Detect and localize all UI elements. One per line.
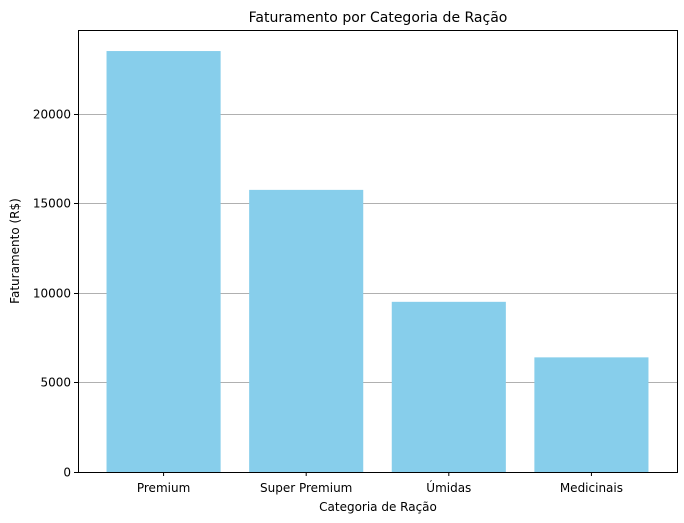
x-tick-label: Úmidas xyxy=(426,480,471,495)
plot-frame xyxy=(78,30,678,473)
y-tick-label: 0 xyxy=(63,466,71,480)
y-axis-label: Faturamento (R$) xyxy=(8,198,22,304)
x-axis-label: Categoria de Ração xyxy=(319,500,437,514)
x-axis-ticks: Premium Super Premium Úmidas Medicinais xyxy=(137,472,623,495)
y-tick-label: 20000 xyxy=(33,108,71,122)
x-tick-label: Premium xyxy=(137,481,190,495)
y-tick-label: 15000 xyxy=(33,197,71,211)
y-tick-label: 10000 xyxy=(33,287,71,301)
bar xyxy=(106,51,221,473)
bar xyxy=(249,189,364,472)
bar xyxy=(391,301,506,472)
bar xyxy=(534,357,649,472)
chart-title: Faturamento por Categoria de Ração xyxy=(249,10,508,26)
x-tick-label: Super Premium xyxy=(260,481,352,495)
y-axis-ticks: 0 5000 10000 15000 20000 xyxy=(33,108,78,480)
y-tick-label: 5000 xyxy=(40,376,71,390)
bars xyxy=(106,51,649,473)
x-tick-label: Medicinais xyxy=(560,481,623,495)
